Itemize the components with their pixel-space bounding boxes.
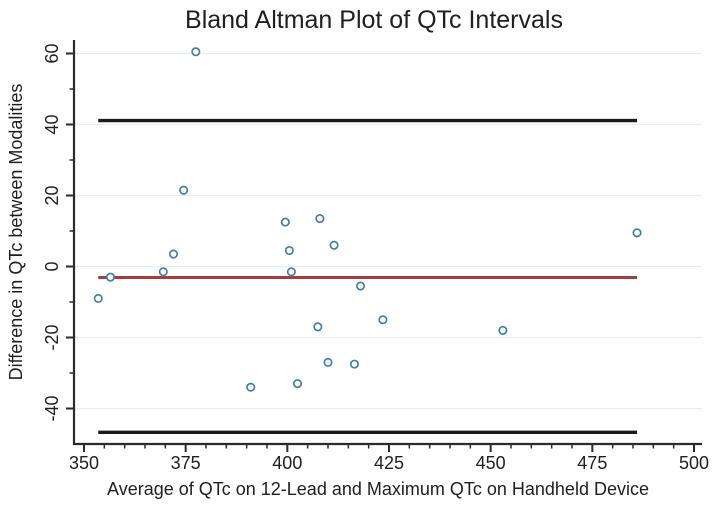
data-point [632,228,642,238]
data-point [168,249,179,259]
data-point [315,214,325,224]
data-point [105,272,115,282]
x-tick-label: 400 [272,453,302,473]
x-tick-label: 450 [476,453,506,473]
data-point [323,357,333,367]
x-tick-label: 350 [69,453,99,473]
data-point [158,267,168,277]
data-point [349,359,359,369]
reference-line-layer [98,118,638,434]
data-point [284,245,294,256]
y-axis-title: Difference in QTc between Modalities [6,84,26,381]
y-tick-label: -40 [42,395,62,421]
data-point [246,382,256,392]
data-point [292,379,303,389]
x-tick-label: 375 [171,453,201,473]
data-point [286,267,296,277]
y-tick-label: 0 [42,261,62,271]
data-point [191,47,201,57]
x-tick-label: 500 [679,453,709,473]
x-axis-title: Average of QTc on 12-Lead and Maximum QT… [107,479,649,499]
y-tick-label: -20 [42,324,62,350]
data-point [313,322,323,332]
gridline-layer [74,52,702,410]
data-point [179,185,189,195]
data-point [355,281,366,291]
x-tick-label: 475 [577,453,607,473]
scatter-points-layer [93,47,642,392]
y-tick-label: 20 [42,185,62,205]
x-tick-label: 425 [374,453,404,473]
axes-layer: 350 375 400 425 450 475 500 60 40 20 0 -20 -40 [42,40,709,473]
y-tick-label: 60 [42,43,62,63]
chart-title: Bland Altman Plot of QTc Intervals [185,6,563,34]
data-point [93,293,103,304]
y-tick-label: 40 [42,114,62,134]
data-point [280,217,290,227]
data-point [329,240,339,250]
data-point [498,325,508,335]
data-point [378,315,388,325]
